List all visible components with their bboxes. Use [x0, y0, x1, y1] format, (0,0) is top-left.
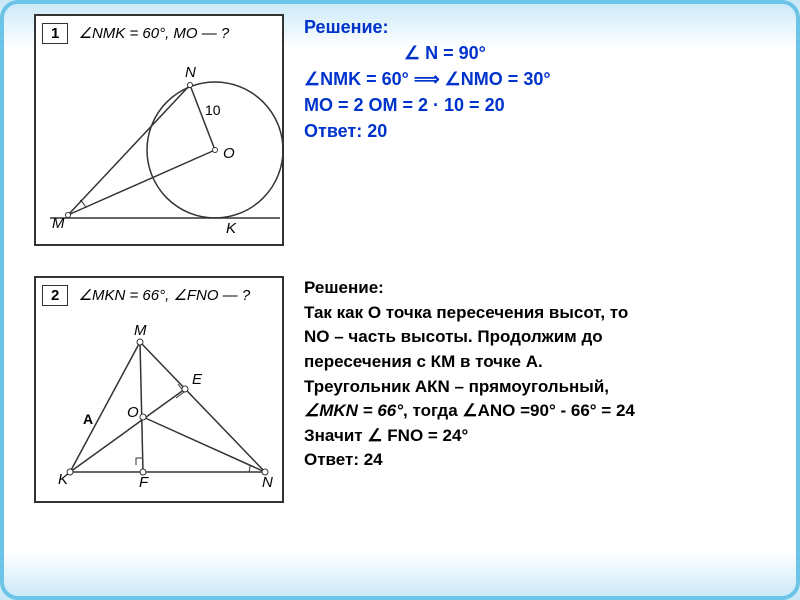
figure-1-number: 1 — [42, 23, 68, 44]
solution-2-l5: ∠MKN = 66°, тогда ∠АNO =90° - 66° = 24 — [304, 399, 635, 424]
diagram-1: N O M K 10 — [40, 50, 284, 240]
label-m2: M — [134, 322, 147, 339]
solution-1-line2: ∠NMK = 60° ⟹ ∠NMO = 30° — [304, 66, 551, 92]
figure-1-given: ∠NMK = 60°, MO — ? — [79, 25, 230, 42]
label-o2: O — [127, 404, 139, 421]
figure-2-given: ∠MKN = 66°, ∠FNO — ? — [79, 287, 251, 304]
label-n2: N — [262, 474, 273, 491]
solution-2-l2: NO – часть высоты. Продолжим до — [304, 325, 635, 350]
figure-1: 1 ∠NMK = 60°, MO — ? N O M K 10 — [34, 14, 284, 246]
solution-1-answer: Ответ: 20 — [304, 118, 551, 144]
solution-2-l6: Значит ∠ FNO = 24° — [304, 424, 635, 449]
solution-2-l1: Так как О точка пересечения высот, то — [304, 301, 635, 326]
solution-2-l5a: ∠MKN = 66° — [304, 401, 403, 420]
solution-1-title: Решение: — [304, 14, 551, 40]
label-k2: K — [58, 471, 69, 488]
solution-1-line1: ∠ N = 90° — [304, 40, 551, 66]
figure-1-header: 1 ∠NMK = 60°, MO — ? — [40, 20, 278, 50]
added-label-a: А — [83, 411, 93, 427]
solution-1-line3: MO = 2 OM = 2 · 10 = 20 — [304, 92, 551, 118]
solution-2-title: Решение: — [304, 276, 635, 301]
solution-2: Решение: Так как О точка пересечения выс… — [304, 276, 635, 473]
label-m: M — [52, 215, 65, 232]
label-f: F — [139, 474, 149, 491]
label-o: O — [223, 145, 235, 162]
solution-2-l4: Треугольник АКN – прямоугольный, — [304, 375, 635, 400]
diagram-2: M K N E F O — [40, 312, 284, 497]
label-e: E — [192, 371, 203, 388]
label-n: N — [185, 64, 196, 81]
solution-2-answer: Ответ: 24 — [304, 448, 635, 473]
figure-2-number: 2 — [42, 285, 68, 306]
solution-2-l3: пересечения с КМ в точке А. — [304, 350, 635, 375]
figure-2: 2 ∠MKN = 66°, ∠FNO — ? M K N — [34, 276, 284, 503]
figure-2-header: 2 ∠MKN = 66°, ∠FNO — ? — [40, 282, 278, 312]
label-radius: 10 — [205, 102, 221, 118]
solution-1: Решение: ∠ N = 90° ∠NMK = 60° ⟹ ∠NMO = 3… — [304, 14, 551, 144]
solution-2-l5b: , тогда ∠АNO =90° - 66° = 24 — [403, 401, 635, 420]
label-k: K — [226, 220, 237, 237]
